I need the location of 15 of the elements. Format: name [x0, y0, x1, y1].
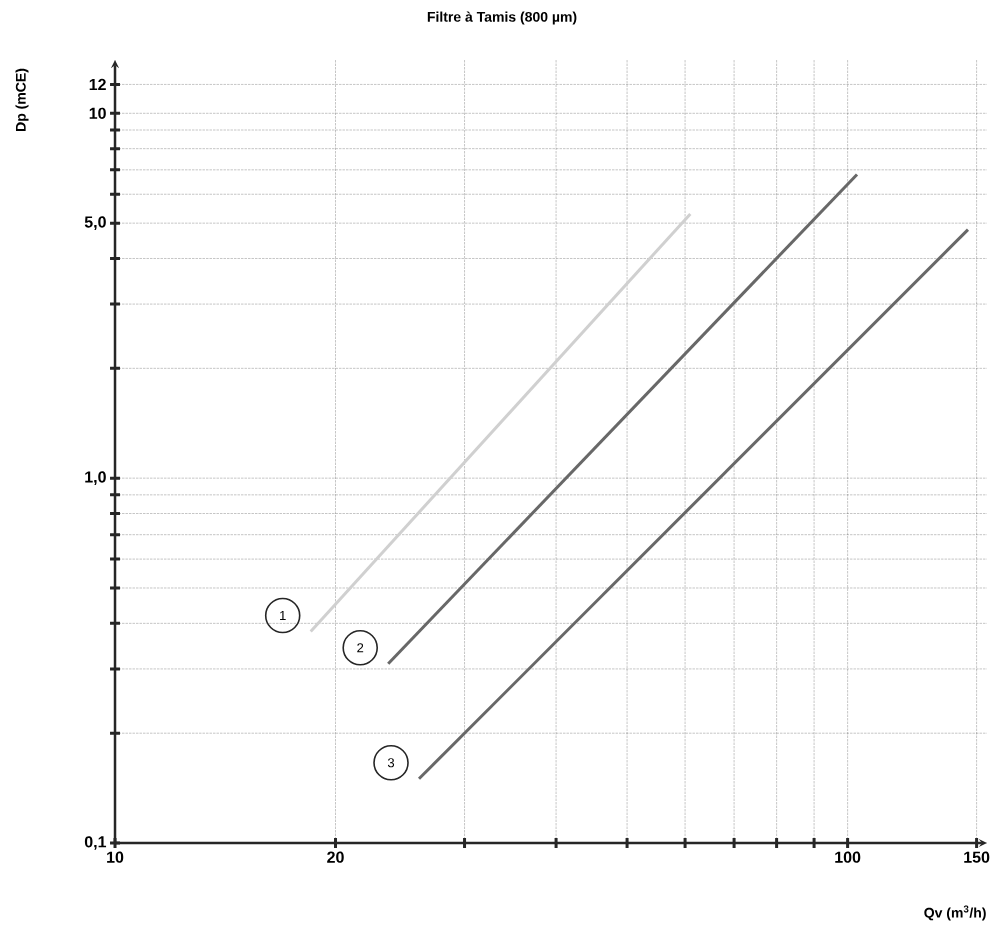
- x-tick-label: 150: [964, 851, 990, 863]
- x-tick-label: 10: [107, 851, 124, 863]
- x-tick-label: 100: [835, 851, 861, 863]
- y-tick-label: 12: [89, 78, 106, 91]
- y-tick-label: 10: [89, 107, 106, 119]
- y-tick-label: 0,1: [84, 836, 107, 850]
- text: 2: [357, 643, 364, 653]
- text: 1: [280, 611, 286, 620]
- y-tick-label: 5,0: [84, 216, 106, 230]
- y-tick-label: 1,0: [85, 471, 106, 485]
- y-axis-title: Dp (mCE): [15, 68, 29, 131]
- chart-title: Filtre à Tamis (800 µm): [427, 11, 577, 25]
- x-tick-label: 20: [327, 851, 344, 863]
- text: 3: [387, 758, 395, 768]
- x-axis-title: Qv (m$^{3}$/h): [924, 905, 986, 921]
